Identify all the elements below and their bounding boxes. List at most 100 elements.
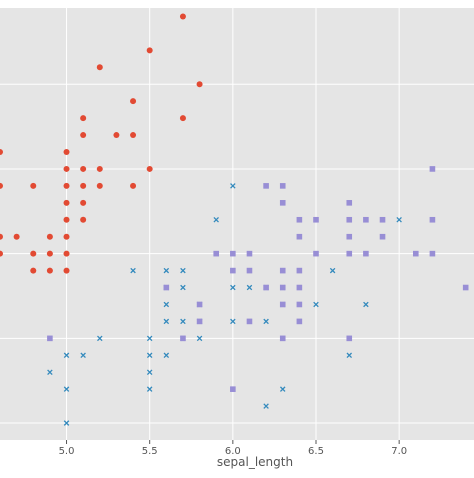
data-point-x [163,352,170,359]
data-point-circle [80,132,87,139]
data-point-x [230,284,236,291]
x-tick-label: 7.0 [391,446,407,457]
data-point-square [346,200,353,206]
data-point-x [263,318,269,325]
data-point-x [146,386,153,392]
data-point-x [63,352,70,359]
data-point-square [279,200,286,206]
data-point-circle [63,199,70,206]
data-point-x [163,267,170,274]
data-point-x [130,267,136,274]
data-point-x [163,301,170,308]
data-point-x [146,369,153,375]
data-point-circle [113,132,120,139]
data-point-circle [63,182,70,189]
data-point-square [296,216,303,223]
data-point-circle [63,216,70,223]
data-point-circle [30,250,37,257]
data-point-square [196,301,203,308]
data-point-x [146,352,153,359]
data-point-x [47,369,53,375]
data-point-square [213,250,220,257]
data-point-circle [130,132,137,139]
data-point-square [313,216,319,223]
data-point-square [379,216,386,223]
data-point-square [47,335,53,342]
data-point-circle [179,13,186,20]
plot-background [0,8,474,440]
data-point-x [196,335,203,342]
data-point-x [180,267,186,274]
data-point-circle [96,165,103,172]
data-point-square [180,335,186,342]
data-point-square [246,250,253,257]
data-point-circle [0,250,3,257]
data-point-circle [0,182,3,189]
data-point-circle [96,182,103,189]
data-point-square [246,318,253,325]
data-point-circle [46,233,53,240]
data-point-circle [0,233,3,240]
data-point-square [230,267,236,274]
data-point-circle [46,250,53,257]
data-point-x [279,386,286,392]
data-point-x [180,284,186,291]
x-tick-label: 6.0 [225,446,241,457]
data-point-x [396,217,402,223]
data-point-square [163,284,170,291]
data-point-square [279,301,286,308]
data-point-square [296,301,303,308]
data-point-circle [179,115,186,122]
data-point-circle [146,165,153,172]
data-point-circle [80,216,87,223]
data-point-square [429,216,436,223]
data-point-square [263,284,269,291]
data-point-square [412,250,419,257]
data-point-square [346,335,353,342]
data-point-x [80,352,86,359]
data-point-square [346,233,353,240]
data-point-circle [63,267,70,274]
data-point-circle [130,98,137,105]
data-point-x [213,217,219,223]
data-point-circle [96,64,103,71]
data-points [0,13,469,426]
x-tick-label: 6.5 [308,446,324,457]
data-point-circle [30,267,37,274]
data-point-circle [80,115,87,122]
data-point-square [363,250,369,257]
data-point-circle [80,182,87,189]
data-point-circle [13,233,20,240]
data-point-circle [63,149,70,155]
data-point-square [429,166,436,172]
data-point-square [246,267,253,274]
data-point-square [346,250,353,257]
data-point-square [296,284,303,291]
x-axis-label: sepal_length [217,455,293,469]
data-point-square [230,250,236,257]
data-point-square [363,216,369,223]
data-point-circle [196,81,203,88]
x-tick-label: 5.5 [142,446,158,457]
data-point-circle [80,199,87,206]
data-point-square [230,386,236,392]
data-point-circle [146,47,153,54]
data-point-x [329,267,336,274]
data-point-x [346,352,353,359]
data-point-square [313,250,319,257]
data-point-x [263,403,269,409]
data-point-circle [80,165,87,172]
data-point-square [263,183,269,189]
data-point-x [230,318,236,325]
data-point-square [296,318,303,325]
data-point-circle [46,267,53,274]
data-point-x [246,284,253,291]
grid-lines [0,8,474,440]
data-point-x [363,301,369,308]
data-point-square [379,233,386,240]
data-point-square [296,267,303,274]
x-tick-label: 5.0 [59,446,75,457]
x-axis-ticks: 5.0 5.5 6.0 6.5 7.0 [59,440,407,457]
